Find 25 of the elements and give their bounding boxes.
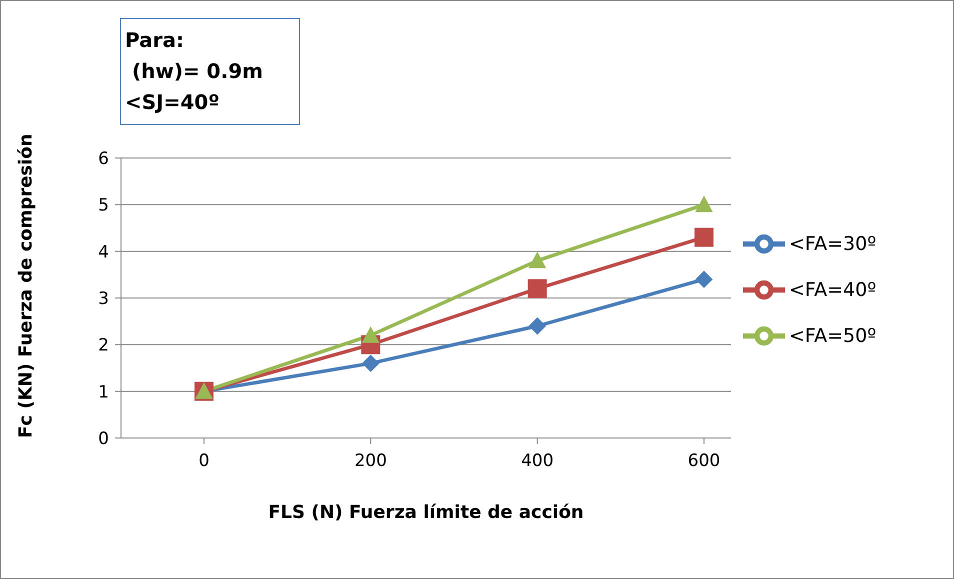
point [694,228,714,247]
y-tick-label: 5 [98,196,109,216]
y-axis-title: Fc (KN) Fuerza de compresión [15,134,36,438]
point [528,252,546,268]
point [528,318,546,334]
point [696,196,712,212]
y-tick-label: 3 [98,289,109,310]
y-tick-label: 1 [98,382,109,402]
point [362,326,380,343]
y-tick-label: 4 [98,242,109,262]
y-tick-label: 0 [98,429,109,450]
y-tick-label: 6 [98,149,109,170]
x-tick-label: 200 [354,451,387,472]
x-tick-label: 0 [198,451,210,472]
point [362,354,380,372]
y-tick-label: 2 [98,336,109,356]
legend-label: <FA=30º [789,232,876,254]
point [528,279,547,298]
x-tick-label: 600 [688,451,720,472]
x-axis-title: FLS (N) Fuerza límite de acción [268,502,584,523]
text: Para: (hw)= 0.9m <SJ=40º [120,18,300,125]
x-tick-label: 400 [521,451,554,472]
point [696,270,712,288]
legend-label: <FA=40º [789,278,876,300]
legend-label: <FA=50º [789,324,876,346]
